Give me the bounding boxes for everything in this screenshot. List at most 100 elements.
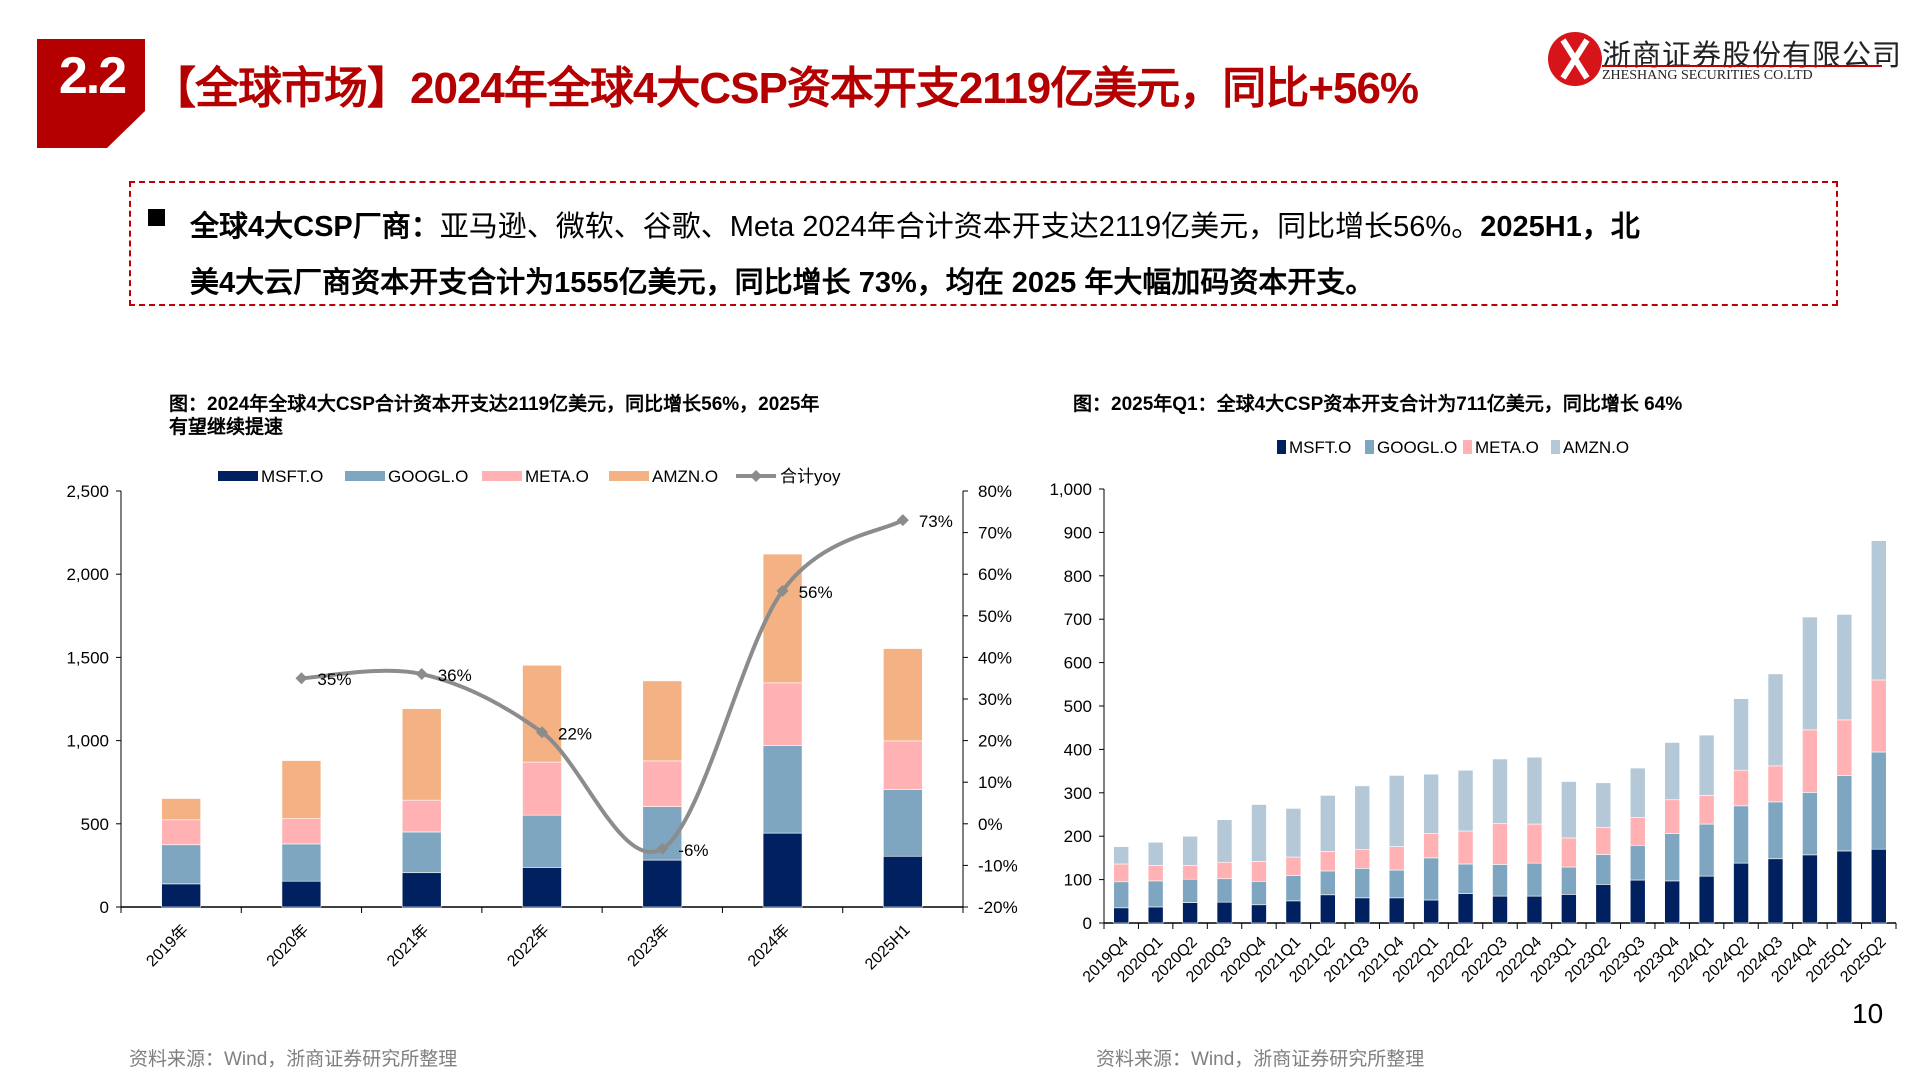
left-chart-caption-2: 有望继续提速 [169, 417, 284, 438]
right-chart-bar-meta-o [1836, 719, 1853, 776]
right-chart-y-tick-label: 400 [1064, 740, 1092, 759]
right-chart-legend-swatch [1277, 440, 1286, 454]
right-chart-bar-msft-o [1733, 862, 1749, 924]
right-chart-bar-meta-o [1526, 823, 1543, 864]
right-chart-bar-amzn-o [1733, 698, 1749, 771]
left-chart-bar-googl-o [762, 745, 803, 834]
right-chart-bar-msft-o [1216, 901, 1233, 924]
right-chart-bar-amzn-o [1147, 841, 1164, 866]
right-chart-legend-label: META.O [1475, 438, 1539, 457]
right-chart-y-tick-label: 800 [1064, 567, 1092, 586]
right-chart-bar-googl-o [1595, 854, 1612, 885]
left-chart-y2-tick-label: 20% [978, 732, 1012, 751]
left-chart-yoy-label: 36% [438, 666, 472, 685]
left-chart-y-tick-label: 1,000 [66, 732, 109, 751]
left-chart-yoy-marker [896, 514, 909, 527]
right-chart-y-tick-label: 900 [1064, 523, 1092, 542]
left-chart-yoy-marker [656, 842, 669, 855]
left-chart-x-tick-label: 2020年 [263, 921, 312, 970]
right-chart-bar-msft-o [1388, 897, 1405, 924]
right-chart-bar-googl-o [1526, 862, 1543, 897]
right-chart-bar-meta-o [1698, 795, 1715, 825]
summary-line-2: 美4大云厂商资本开支合计为1555亿美元，同比增长 73%，均在 2025 年大… [190, 267, 1375, 299]
left-chart-y-tick-label: 0 [100, 898, 109, 917]
right-chart-bar-googl-o [1216, 878, 1233, 903]
left-chart-x-tick-label: 2025H1 [862, 922, 914, 974]
left-chart-bar-amzn-o [522, 664, 562, 763]
left-chart-legend-marker [750, 470, 762, 482]
logo-divider [1602, 65, 1882, 67]
left-chart-legend-label: META.O [525, 467, 589, 486]
right-chart-bar-googl-o [1113, 881, 1130, 909]
left-chart-bar-amzn-o [281, 760, 322, 819]
right-chart-bar-amzn-o [1388, 775, 1405, 847]
left-chart-yoy-marker [295, 672, 308, 685]
right-chart-y-tick-label: 1,000 [1049, 480, 1092, 499]
right-chart-bar-meta-o [1629, 817, 1646, 846]
summary-box [129, 181, 1838, 306]
left-chart-y2-tick-label: 40% [978, 648, 1012, 667]
left-chart-bar-amzn-o [161, 798, 201, 821]
page-title: 【全球市场】2024年全球4大CSP资本开支2119亿美元，同比+56% [152, 64, 1419, 113]
right-chart-bar-amzn-o [1492, 758, 1508, 824]
right-chart-y-tick-label: 500 [1064, 697, 1092, 716]
left-chart-bar-meta-o [883, 740, 923, 790]
right-chart-bar-amzn-o [1836, 614, 1853, 721]
page-number: 10 [1852, 998, 1884, 1029]
right-chart-bar-meta-o [1423, 833, 1439, 859]
summary-line-1: 全球4大CSP厂商：亚马逊、微软、谷歌、Meta 2024年合计资本开支达211… [190, 203, 1640, 245]
right-chart-bar-amzn-o [1595, 782, 1612, 828]
summary-text: 亚马逊、微软、谷歌、Meta 2024年合计资本开支达2119亿美元，同比增长5… [439, 211, 1481, 243]
left-chart-bar-meta-o [522, 761, 562, 816]
left-chart-y2-tick-label: -20% [978, 898, 1018, 917]
company-logo-icon [1548, 32, 1602, 86]
right-chart-bar-googl-o [1492, 864, 1508, 897]
section-number: 2.2 [58, 47, 127, 105]
right-chart-bar-meta-o [1767, 765, 1784, 803]
right-chart-bar-googl-o [1388, 869, 1405, 899]
left-chart-legend-swatch [218, 471, 258, 481]
left-chart-bar-msft-o [883, 855, 923, 908]
left-chart-x-tick-label: 2024年 [744, 921, 793, 970]
right-chart-bar-meta-o [1320, 851, 1336, 872]
right-chart-bar-amzn-o [1664, 742, 1680, 801]
right-chart-bar-meta-o [1147, 864, 1164, 882]
left-chart-y2-tick-label: 0% [978, 815, 1003, 834]
right-chart-bar-amzn-o [1698, 734, 1715, 796]
right-chart-bar-googl-o [1698, 823, 1715, 877]
right-chart-bar-msft-o [1664, 880, 1680, 924]
right-chart-legend-label: AMZN.O [1563, 438, 1629, 457]
right-chart-bar-amzn-o [1354, 785, 1371, 850]
left-chart-legend-label: AMZN.O [652, 467, 718, 486]
left-chart-source: 资料来源：Wind，浙商证券研究所整理 [129, 1049, 458, 1070]
right-chart-bar-amzn-o [1182, 835, 1198, 866]
right-chart-bar-googl-o [1836, 775, 1853, 852]
right-chart-bar-msft-o [1182, 902, 1198, 924]
right-chart-bar-meta-o [1113, 863, 1130, 883]
right-chart-bar-googl-o [1457, 863, 1474, 894]
left-chart-x-tick-label: 2021年 [383, 921, 432, 970]
left-chart-legend-label: 合计yoy [780, 467, 841, 486]
right-chart-bar-amzn-o [1767, 673, 1784, 767]
right-chart-bar-amzn-o [1285, 808, 1302, 858]
left-chart-bar-amzn-o [401, 708, 442, 801]
right-chart-bar-googl-o [1423, 857, 1439, 901]
right-chart-bar-meta-o [1664, 799, 1680, 834]
right-chart-legend-swatch [1551, 440, 1560, 454]
right-chart-bar-googl-o [1251, 881, 1267, 906]
right-chart-bar-meta-o [1733, 769, 1749, 807]
left-chart-yoy-label: 22% [558, 724, 592, 743]
right-chart-bar-googl-o [1147, 880, 1164, 908]
left-chart-bar-msft-o [522, 867, 562, 908]
right-chart-legend-label: GOOGL.O [1377, 438, 1457, 457]
right-chart-bar-msft-o [1836, 850, 1853, 924]
left-chart-yoy-label: 35% [317, 670, 351, 689]
right-chart-bar-amzn-o [1870, 540, 1887, 681]
right-chart-bar-msft-o [1423, 899, 1439, 924]
right-chart-bar-msft-o [1698, 875, 1715, 924]
right-chart-bar-meta-o [1354, 849, 1371, 869]
right-chart-bar-meta-o [1561, 837, 1577, 868]
left-chart-bar-msft-o [642, 859, 683, 908]
bullet-square-icon [148, 209, 165, 226]
left-chart-y-tick-label: 1,500 [66, 648, 109, 667]
